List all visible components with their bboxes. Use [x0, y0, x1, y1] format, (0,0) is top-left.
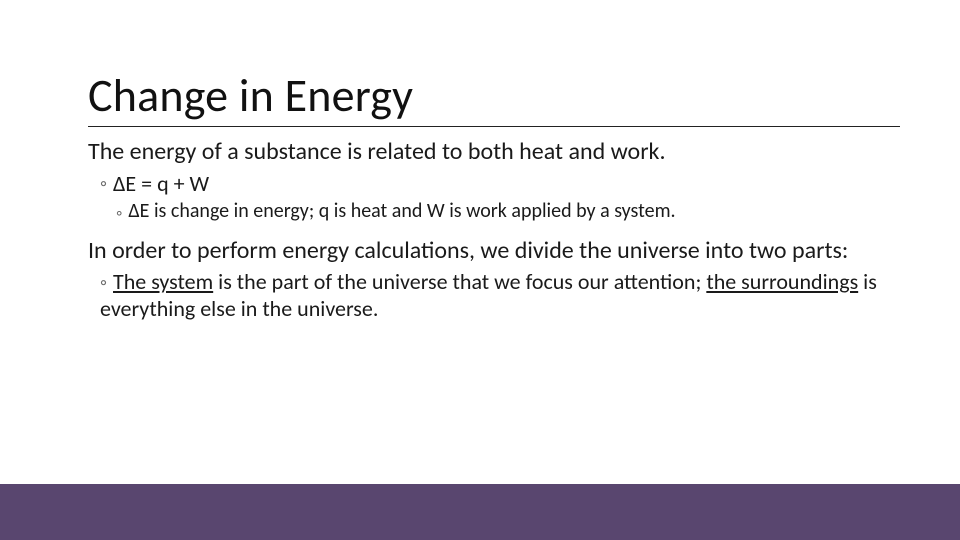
term-system: The system	[113, 268, 213, 295]
sub-bullet-2a: ◦ ΔE is change in energy; q is heat and W…	[116, 199, 900, 223]
content-area: Change in Energy The energy of a substan…	[88, 72, 900, 325]
sub-bullet-1b-mid: is the part of the universe that we focu…	[213, 268, 706, 295]
ring-bullet-icon: ◦	[116, 204, 122, 222]
footer-bar	[0, 484, 960, 540]
sub-bullet-1a: ◦ ΔE = q + W	[100, 171, 900, 198]
slide: Change in Energy The energy of a substan…	[0, 0, 960, 540]
body-text: The energy of a substance is related to …	[88, 137, 900, 322]
paragraph-2: In order to perform energy calculations,…	[88, 236, 900, 265]
paragraph-1: The energy of a substance is related to …	[88, 137, 900, 166]
title-underline	[88, 126, 900, 127]
sub-bullet-1b: ◦ The system is the part of the universe …	[100, 269, 900, 323]
sub-bullet-2a-text: ΔE is change in energy; q is heat and W …	[128, 199, 675, 223]
term-surroundings: the surroundings	[706, 268, 858, 295]
sub-bullet-1a-text: ΔE = q + W	[113, 170, 209, 197]
slide-title: Change in Energy	[88, 72, 900, 120]
ring-bullet-icon: ◦	[100, 175, 107, 195]
ring-bullet-icon: ◦	[100, 274, 107, 294]
